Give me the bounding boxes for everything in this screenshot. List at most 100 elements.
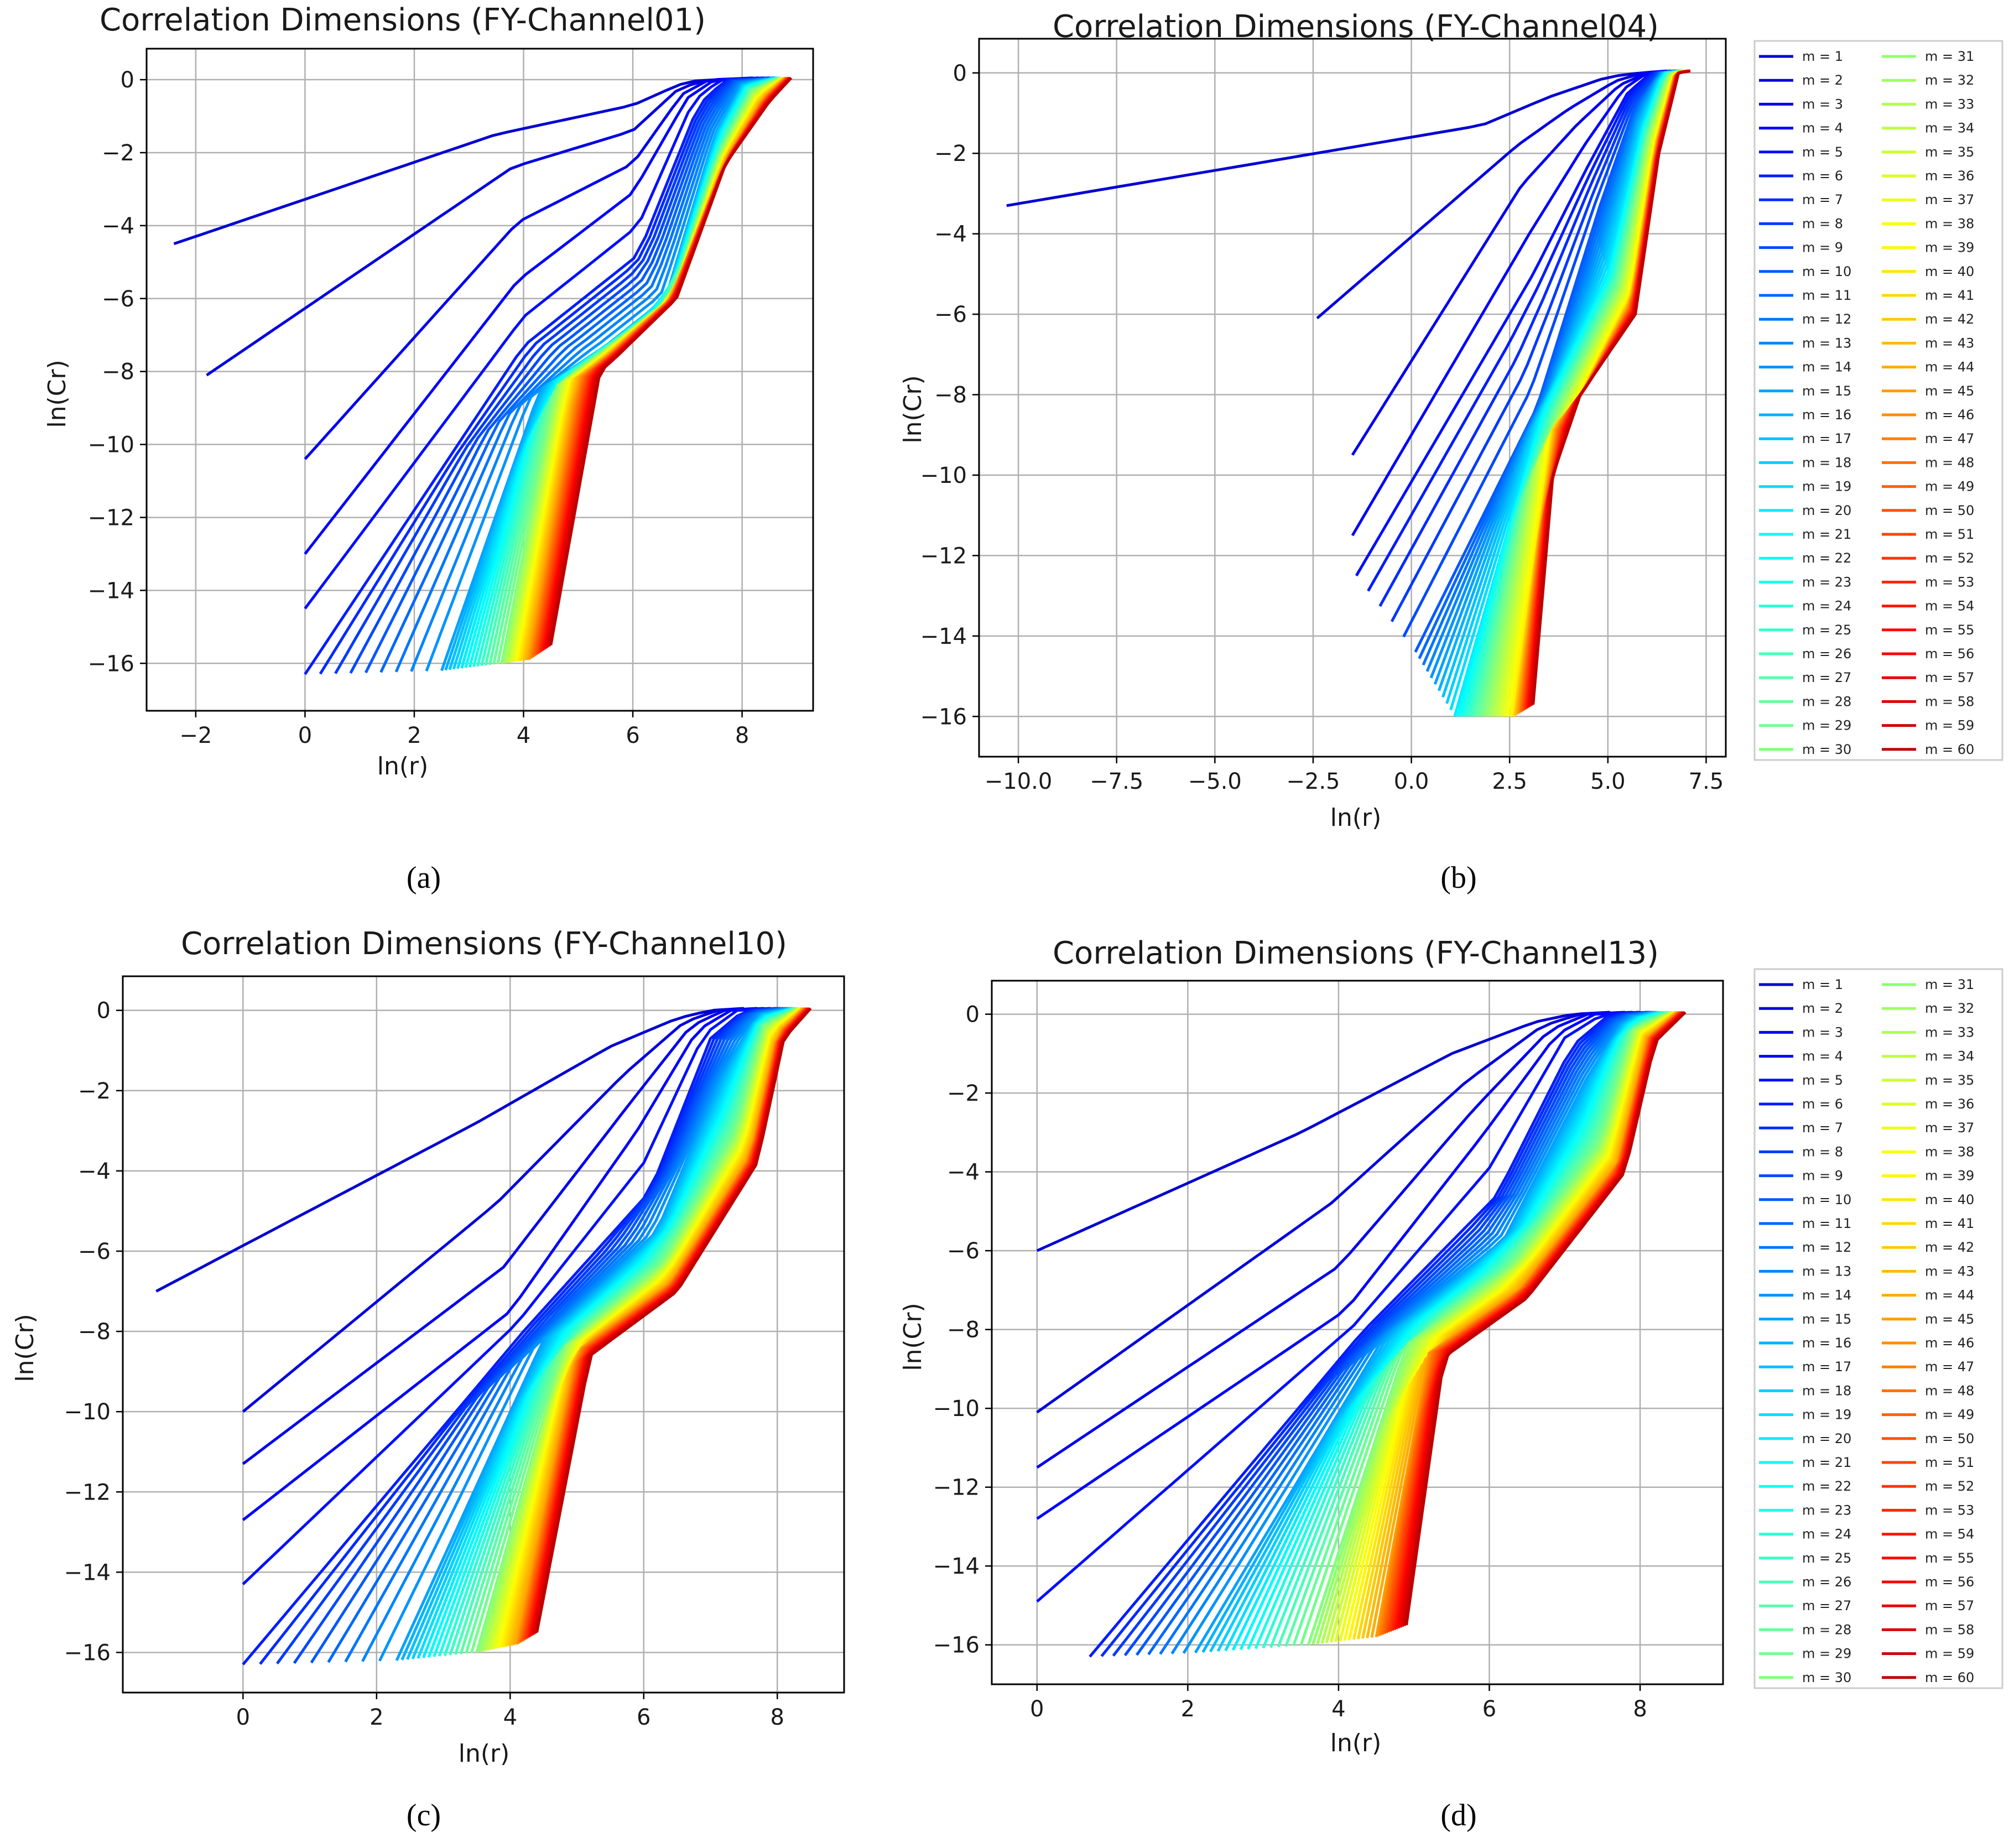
plot-frame (145, 48, 814, 712)
series-line-m6 (1089, 1011, 1648, 1658)
series-line-m6 (304, 76, 775, 675)
series-line-m4 (304, 76, 770, 555)
series-line-m28 (465, 1007, 797, 1654)
series-line-m2 (1316, 69, 1671, 320)
legend-label-m43: m = 43 (1925, 335, 1974, 351)
series-line-m26 (454, 1007, 797, 1656)
series-line-m18 (411, 1007, 793, 1660)
series-line-m20 (421, 1007, 794, 1659)
x-tick-label: 2 (369, 1705, 383, 1730)
panel-label-a: (a) (407, 861, 441, 895)
series-line-m17 (406, 1007, 792, 1660)
y-tick-label: −6 (947, 1238, 980, 1264)
legend-label-m49: m = 49 (1925, 479, 1974, 494)
legend-label-m30: m = 30 (1802, 1670, 1851, 1685)
y-tick-label: −16 (933, 1633, 980, 1658)
series-line-m19 (1224, 1011, 1660, 1652)
plot-frame (978, 38, 1727, 758)
plot-area-b: −10.0 −7.5 −5.0 −2.5 0.0 2.5 5.0 7.5 0 −2 −4 −6 −8 −1… (920, 38, 1727, 794)
legend-label-m53: m = 53 (1925, 1502, 1974, 1518)
legend-label-m35: m = 35 (1925, 144, 1974, 160)
legend-label-m20: m = 20 (1802, 1431, 1851, 1446)
legend-frame (1753, 968, 2003, 1689)
panel-b: Correlation Dimensions (FY-Channel04) ln… (899, 9, 1727, 895)
series-line-m10 (364, 76, 776, 674)
legend-label-m31: m = 31 (1925, 977, 1974, 992)
panel-a: Correlation Dimensions (FY-Channel01) ln… (43, 2, 814, 895)
legend-label-m2: m = 2 (1802, 72, 1843, 88)
y-tick-label: 0 (97, 998, 111, 1024)
legend-label-m12: m = 12 (1802, 311, 1851, 327)
legend-label-m26: m = 26 (1802, 1574, 1851, 1590)
y-tick-label: −14 (933, 1554, 980, 1579)
legend-label-m39: m = 39 (1925, 240, 1974, 256)
legend-label-m33: m = 33 (1925, 96, 1974, 112)
series-line-m5 (242, 1007, 778, 1585)
legend-label-m35: m = 35 (1925, 1073, 1974, 1088)
legend-label-m15: m = 15 (1802, 383, 1851, 399)
series-line-m7 (1378, 69, 1677, 607)
x-axis-label: ln(r) (1330, 1729, 1382, 1757)
legend-label-m58: m = 58 (1925, 694, 1974, 709)
legend-frame (1753, 40, 2003, 761)
legend-top: m = 1 m = 2 m = 3 m = 4 m = 5 m = 6 m = 7 m = 8… (1753, 40, 2003, 761)
legend-label-m59: m = 59 (1925, 718, 1974, 733)
series-line-m6 (242, 1007, 778, 1665)
legend-label-m50: m = 50 (1925, 503, 1974, 518)
legend-label-m10: m = 10 (1802, 1192, 1851, 1207)
series-line-m22 (433, 1007, 794, 1658)
series-line-m27 (1284, 1011, 1668, 1647)
y-tick-label: 0 (966, 1002, 980, 1028)
y-tick-label: −12 (88, 505, 134, 530)
series-line-m22 (1247, 1011, 1663, 1650)
y-tick-label: −2 (934, 141, 967, 166)
x-tick-label: −10.0 (985, 769, 1053, 794)
legend-label-m14: m = 14 (1802, 1288, 1851, 1303)
legend-label-m34: m = 34 (1925, 121, 1974, 136)
series-line-m8 (1390, 69, 1678, 622)
legend-label-m28: m = 28 (1802, 1622, 1851, 1637)
x-tick-label: 6 (1482, 1696, 1496, 1722)
series-line-m10 (310, 1007, 784, 1664)
series-line-m2 (1036, 1011, 1625, 1414)
x-tick-label: −5.0 (1188, 769, 1242, 794)
legend-label-m17: m = 17 (1802, 1359, 1851, 1375)
legend-label-m11: m = 11 (1802, 1216, 1851, 1231)
legend-label-m40: m = 40 (1925, 264, 1974, 279)
legend-label-m34: m = 34 (1925, 1049, 1974, 1064)
legend-label-m43: m = 43 (1925, 1263, 1974, 1279)
series-line-m13 (361, 1007, 788, 1662)
x-tick-label: 8 (735, 723, 749, 748)
y-tick-label: −4 (78, 1159, 111, 1184)
legend-label-m37: m = 37 (1925, 1120, 1974, 1136)
legend-label-m2: m = 2 (1802, 1001, 1843, 1016)
y-tick-label: 0 (953, 61, 967, 86)
y-tick-label: −2 (78, 1079, 111, 1104)
legend-label-m57: m = 57 (1925, 670, 1974, 685)
series-line-m24 (443, 1007, 795, 1657)
x-tick-label: 4 (517, 723, 530, 748)
series-line-m9 (293, 1007, 782, 1664)
series-line-m12 (1159, 1011, 1653, 1655)
series-line-m17 (1209, 1011, 1658, 1653)
x-tick-label: −7.5 (1090, 769, 1143, 794)
legend-label-m22: m = 22 (1802, 550, 1851, 566)
y-tick-label: 0 (121, 67, 134, 93)
chart-title: Correlation Dimensions (FY-Channel10) (181, 926, 787, 962)
legend-label-m36: m = 36 (1925, 1096, 1974, 1112)
legend-label-m17: m = 17 (1802, 431, 1851, 446)
plot-frame (991, 980, 1724, 1685)
series-line-m60 (549, 77, 793, 646)
series-group (1006, 69, 1691, 717)
series-group (1036, 1011, 1687, 1658)
legend-label-m55: m = 55 (1925, 1550, 1974, 1566)
y-tick-label: −2 (102, 140, 134, 166)
series-line-m29 (1299, 1011, 1670, 1646)
legend-label-m52: m = 52 (1925, 1479, 1974, 1494)
legend-label-m29: m = 29 (1802, 718, 1851, 733)
legend-label-m9: m = 9 (1802, 240, 1843, 256)
y-tick-label: −16 (920, 704, 967, 730)
series-line-m20 (1231, 1011, 1661, 1651)
